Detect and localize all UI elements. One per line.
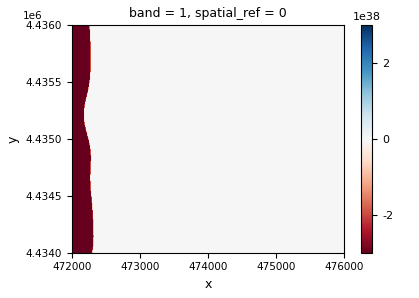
Text: 1e6: 1e6 bbox=[23, 11, 42, 21]
Title: 1e38: 1e38 bbox=[353, 12, 381, 22]
Title: band = 1, spatial_ref = 0: band = 1, spatial_ref = 0 bbox=[129, 7, 287, 20]
X-axis label: x: x bbox=[204, 278, 212, 291]
Y-axis label: y: y bbox=[7, 135, 20, 143]
